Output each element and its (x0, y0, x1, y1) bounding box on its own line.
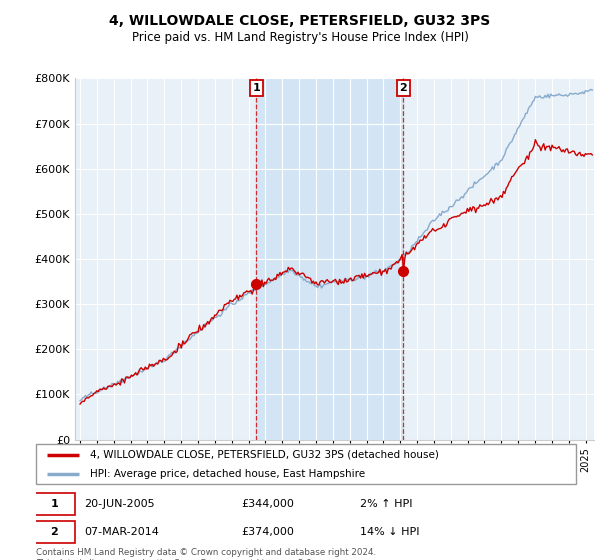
Text: 4, WILLOWDALE CLOSE, PETERSFIELD, GU32 3PS (detached house): 4, WILLOWDALE CLOSE, PETERSFIELD, GU32 3… (90, 450, 439, 460)
Text: 20-JUN-2005: 20-JUN-2005 (85, 499, 155, 509)
Text: 14% ↓ HPI: 14% ↓ HPI (360, 527, 419, 537)
Text: Price paid vs. HM Land Registry's House Price Index (HPI): Price paid vs. HM Land Registry's House … (131, 31, 469, 44)
FancyBboxPatch shape (34, 493, 76, 515)
Text: 2: 2 (50, 527, 58, 537)
FancyBboxPatch shape (36, 444, 576, 484)
Text: 07-MAR-2014: 07-MAR-2014 (85, 527, 160, 537)
Text: £374,000: £374,000 (241, 527, 294, 537)
Text: Contains HM Land Registry data © Crown copyright and database right 2024.
This d: Contains HM Land Registry data © Crown c… (36, 548, 376, 560)
Text: 2: 2 (400, 83, 407, 93)
FancyBboxPatch shape (34, 521, 76, 543)
Text: HPI: Average price, detached house, East Hampshire: HPI: Average price, detached house, East… (90, 469, 365, 478)
Bar (256, 78, 403, 440)
Text: 4, WILLOWDALE CLOSE, PETERSFIELD, GU32 3PS: 4, WILLOWDALE CLOSE, PETERSFIELD, GU32 3… (109, 14, 491, 28)
Text: £344,000: £344,000 (241, 499, 294, 509)
Text: 1: 1 (253, 83, 260, 93)
Text: 1: 1 (50, 499, 58, 509)
Text: 2% ↑ HPI: 2% ↑ HPI (360, 499, 413, 509)
